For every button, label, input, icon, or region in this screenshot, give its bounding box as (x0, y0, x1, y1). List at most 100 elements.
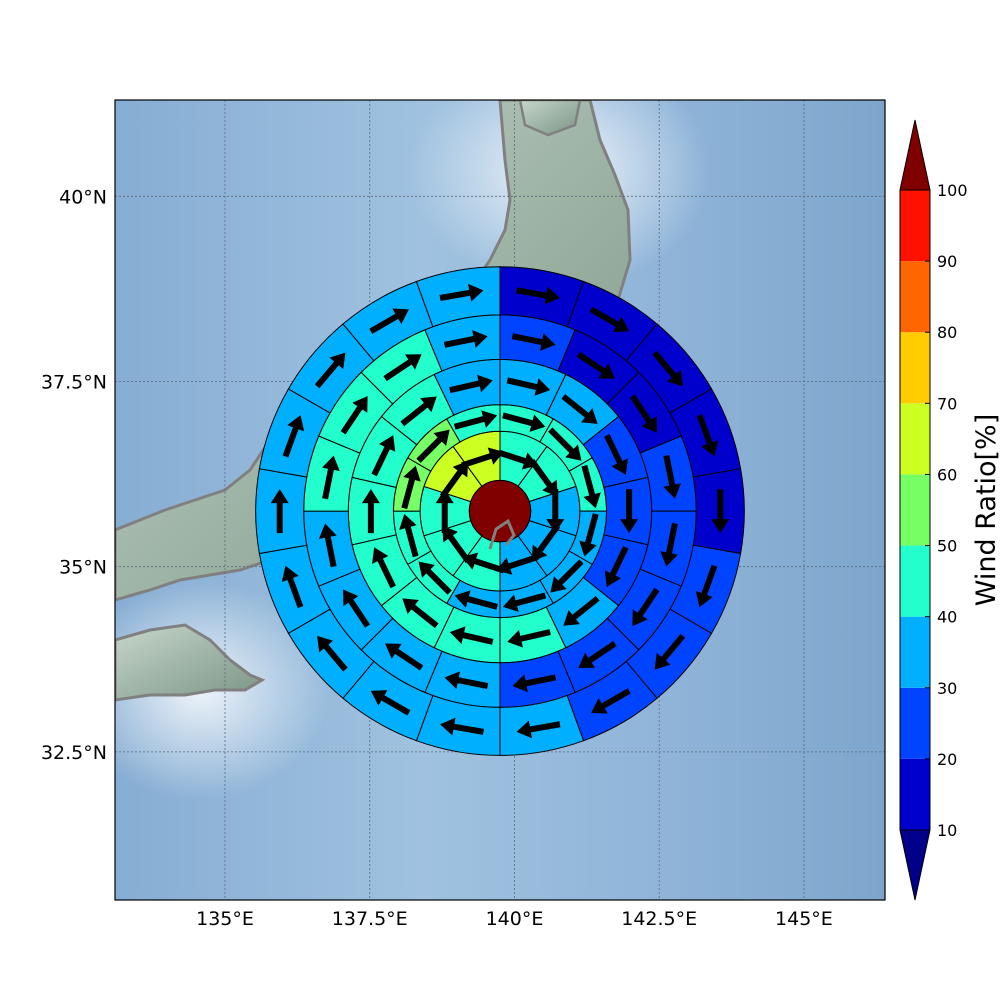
colorbar-tick-label: 60 (937, 465, 957, 484)
wind-arrow-shape (620, 489, 639, 534)
wind-arrow-shape (361, 489, 380, 534)
wind-arrow-shape (440, 717, 484, 736)
wind-arrow-shape (654, 633, 686, 670)
colorbar-frame (899, 189, 931, 831)
wind-arrow-shape (454, 590, 498, 610)
wind-arrow (454, 590, 498, 610)
wind-arrow (443, 330, 488, 348)
wind-arrow (371, 435, 396, 477)
wind-arrow-shape (695, 564, 718, 608)
wind-arrow-shape (629, 394, 657, 433)
wind-arrow (418, 561, 452, 595)
wind-arrow-shape (343, 589, 371, 628)
wind-arrow-shape (0, 0, 22, 9)
wind-arrow-shape (0, 0, 22, 9)
wind-arrow-shape (399, 513, 419, 558)
wind-arrow (343, 589, 371, 628)
wind-arrow (629, 394, 657, 433)
wind-arrow (654, 633, 686, 670)
wind-arrow (695, 564, 718, 608)
wind-arrow-shape (0, 0, 22, 9)
wind-arrow (0, 0, 22, 9)
wind-arrow-shape (0, 0, 22, 9)
wind-arrow (0, 0, 22, 9)
wind-arrow-shape (0, 0, 22, 9)
wind-arrow-shape (369, 308, 409, 334)
wind-arrow (620, 489, 639, 534)
wind-arrow (0, 0, 22, 9)
y-tick-label: 32.5°N (41, 742, 107, 764)
wind-arrow (439, 283, 484, 302)
wind-arrow (550, 559, 584, 593)
wind-arrow-shape (372, 547, 396, 589)
wind-arrow (0, 0, 22, 9)
wind-arrow (0, 0, 22, 9)
wind-arrow (0, 0, 22, 9)
colorbar: 10 20 30 40 50 60 70 80 90 100 Wind Ratio[%] (899, 119, 1000, 901)
wind-arrow (317, 635, 348, 672)
wind-arrow (0, 0, 22, 9)
wind-arrow-shape (495, 448, 539, 470)
wind-arrow-shape (511, 333, 556, 351)
wind-arrow (461, 552, 505, 574)
wind-arrow-shape (548, 427, 582, 461)
wind-arrow-shape (416, 429, 450, 463)
wind-arrow-shape (663, 455, 682, 499)
wind-arrow (561, 394, 598, 424)
wind-arrow-shape (604, 433, 628, 475)
colorbar-swatch (900, 190, 930, 262)
y-tick-label: 40°N (59, 186, 107, 208)
wind-arrow (576, 351, 615, 379)
wind-arrow (461, 447, 504, 469)
wind-arrow-shape (340, 396, 368, 435)
wind-arrow-shape (385, 643, 424, 671)
colorbar-swatch (900, 474, 930, 546)
wind-arrow (604, 433, 628, 475)
wind-arrow-shape (0, 0, 22, 9)
wind-arrow-shape (496, 554, 539, 575)
colorbar-tick-label: 80 (937, 323, 957, 342)
wind-arrow-shape (402, 598, 439, 629)
wind-arrow-shape (439, 460, 469, 499)
wind-arrow-shape (0, 0, 22, 9)
wind-arrow-shape (281, 565, 304, 609)
colorbar-swatches (899, 119, 931, 901)
wind-arrow (652, 350, 683, 387)
wind-arrow (385, 643, 424, 671)
colorbar-tick-labels: 10 20 30 40 50 60 70 80 90 100 (925, 181, 968, 840)
wind-arrow (711, 489, 730, 534)
wind-arrow-shape (270, 489, 289, 534)
wind-arrow-shape (461, 552, 505, 574)
wind-arrow (0, 0, 22, 9)
wind-arrow-shape (0, 0, 22, 9)
wind-arrow-shape (660, 522, 678, 567)
wind-arrow (435, 489, 454, 534)
wind-arrow (449, 374, 493, 394)
wind-arrow-shape (0, 0, 22, 9)
wind-arrow (604, 546, 629, 587)
wind-arrow (578, 641, 617, 668)
wind-arrow-shape (0, 0, 22, 9)
polar-grid (0, 0, 745, 756)
wind-arrow-shape (546, 489, 565, 534)
wind-arrow (546, 489, 565, 534)
wind-arrow (383, 354, 422, 382)
wind-arrow-shape (563, 595, 600, 626)
wind-arrow (502, 412, 546, 432)
colorbar-tick-label: 20 (937, 750, 957, 769)
wind-arrow-shape (444, 671, 489, 690)
wind-arrow (516, 286, 560, 305)
wind-arrow-shape (696, 414, 719, 457)
wind-arrow-shape (0, 0, 22, 9)
wind-arrow (660, 522, 678, 567)
wind-arrow (0, 0, 22, 9)
wind-arrow (563, 595, 600, 626)
wind-arrow (416, 429, 450, 463)
wind-arrow (581, 464, 601, 509)
wind-arrow (0, 0, 22, 9)
wind-arrow (282, 415, 305, 458)
wind-arrow (0, 0, 22, 9)
x-tick-label: 145°E (775, 908, 833, 930)
colorbar-swatch (900, 616, 930, 688)
wind-arrow (340, 396, 368, 435)
